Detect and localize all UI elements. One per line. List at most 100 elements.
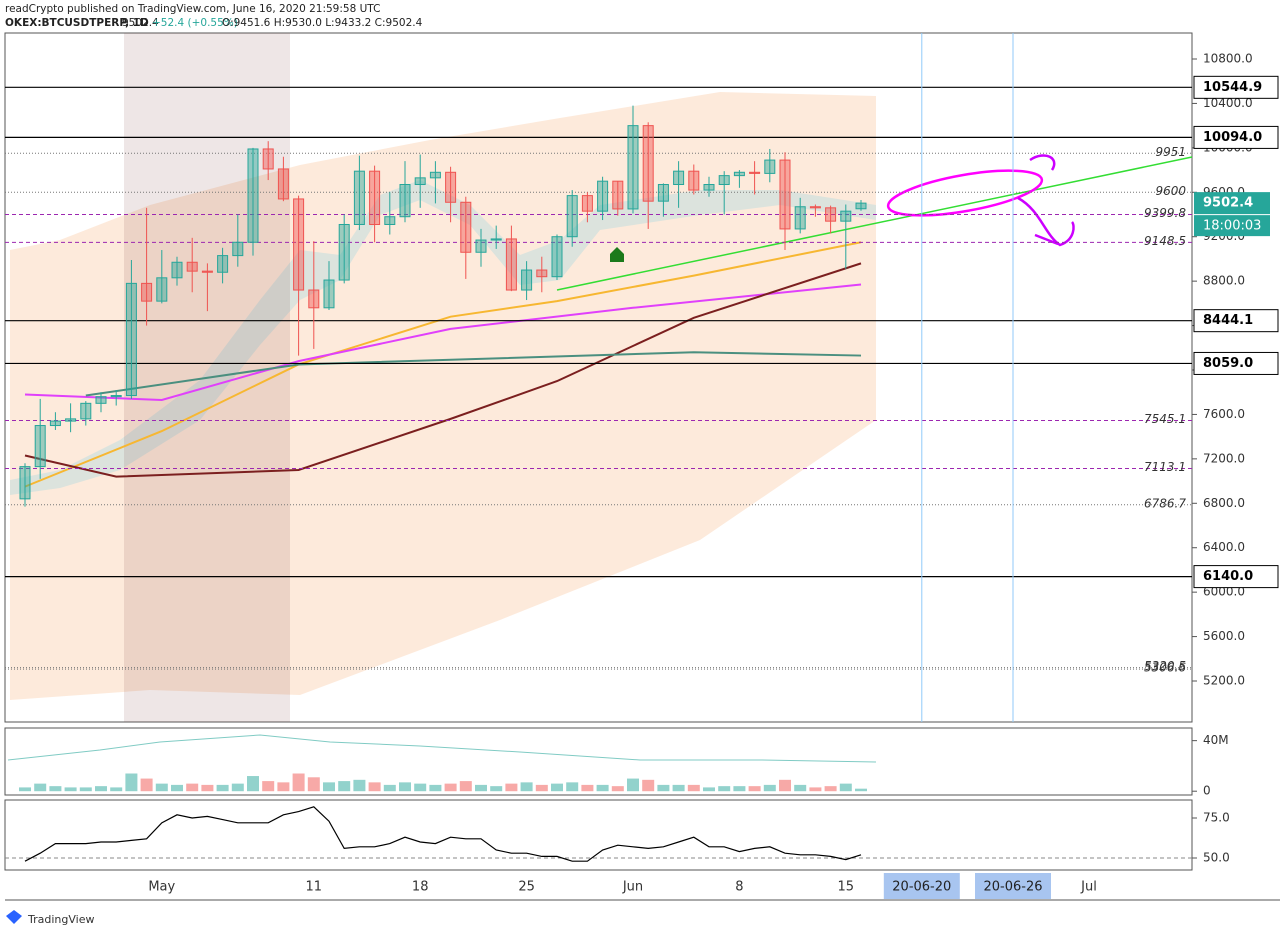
volume-bar [490, 786, 503, 792]
level-label: 9399.8 [1144, 206, 1186, 220]
candle-body [369, 170, 381, 225]
candle-body [460, 201, 472, 253]
candle-body [779, 159, 791, 230]
volume-bar [34, 783, 47, 792]
y-tick-label: 7600.0 [1203, 407, 1245, 421]
candle-body [34, 425, 46, 468]
moving-average [24, 262, 862, 478]
level-label: 6140.0 [1203, 569, 1253, 584]
volume-bar [216, 784, 229, 792]
y-tick-label: 6000.0 [1203, 585, 1245, 599]
oscillator-line [24, 806, 862, 862]
volume-bar [307, 777, 320, 792]
candle-body [688, 170, 700, 191]
envelope-band [10, 92, 876, 700]
level-box [1193, 565, 1279, 589]
candle-body [80, 402, 92, 420]
candle-body [642, 125, 654, 202]
candle-body [718, 175, 730, 186]
volume-bar [627, 778, 639, 792]
level-label: 9148.5 [1144, 234, 1186, 248]
volume-bar [399, 782, 411, 792]
candle-body [19, 466, 31, 500]
candle-body [262, 148, 274, 170]
volume-bar [581, 784, 594, 792]
volume-bar [125, 773, 138, 792]
volume-bar [383, 784, 396, 792]
level-label: 8444.1 [1203, 313, 1253, 328]
marker-box [883, 873, 960, 899]
candle-body [141, 282, 153, 302]
volume-bar [262, 781, 275, 792]
volume-bar [140, 778, 153, 792]
candle-body [536, 269, 548, 278]
countdown: 18:00:03 [1203, 219, 1261, 234]
volume-bar [292, 773, 305, 792]
volume-bar [718, 786, 731, 792]
candle-body [186, 261, 198, 272]
x-tick-label: May [148, 880, 175, 895]
candle-body [49, 420, 61, 427]
volume-bar [444, 783, 457, 792]
trendline [556, 156, 1193, 291]
candle-body [521, 269, 533, 291]
candle-body [171, 261, 183, 279]
candle-body [156, 277, 168, 302]
y-tick-label: 6800.0 [1203, 496, 1245, 510]
x-tick-label: 18 [412, 880, 429, 895]
y-tick-label: 7200.0 [1203, 451, 1245, 465]
candle-body [825, 207, 837, 222]
candle-body [855, 202, 867, 210]
candle-body [384, 216, 396, 225]
candle-body [627, 125, 639, 210]
publish-info: readCrypto published on TradingView.com,… [5, 3, 380, 15]
volume-bar [19, 787, 31, 792]
candle-body [110, 395, 122, 398]
candle-body [445, 171, 457, 203]
level-label: 6786.7 [1144, 496, 1186, 510]
marker-label: 20-06-26 [983, 880, 1042, 895]
candle-body [414, 177, 426, 186]
y-tick-label: 50.0 [1203, 851, 1230, 865]
volume-bar [79, 787, 92, 792]
level-box [1193, 309, 1279, 333]
volume-bar [672, 784, 685, 792]
candle-body [505, 238, 517, 291]
header-ohlc: O:9451.6 H:9530.0 L:9433.2 C:9502.4 [222, 17, 423, 29]
volume-bar [338, 781, 351, 792]
volume-bar [353, 779, 366, 792]
candle-body [277, 168, 289, 200]
candle-body [490, 238, 502, 241]
volume-bar [703, 787, 715, 792]
moving-average [24, 241, 862, 488]
candle-body [733, 171, 745, 177]
y-tick-label: 10400.0 [1203, 96, 1253, 110]
volume-bar [323, 782, 335, 792]
level-label: 9951 [1155, 145, 1186, 159]
volume-bar [110, 787, 123, 792]
volume-bar [855, 788, 867, 792]
main-pane [4, 32, 1193, 723]
volume-bar [733, 786, 746, 792]
candle-body [794, 206, 806, 230]
candle-body [597, 180, 609, 212]
volume-bar [171, 784, 183, 792]
volume-pane [4, 727, 1193, 796]
drawing-ellipse [886, 169, 1044, 217]
volume-bar [186, 783, 199, 792]
header-change: +52.4 (+0.55%) [152, 17, 238, 29]
y-tick-label: 75.0 [1203, 811, 1230, 825]
candle-body [353, 170, 365, 225]
y-tick-label: 6400.0 [1203, 540, 1245, 554]
volume-bar [49, 786, 62, 792]
volume-bar [520, 782, 533, 792]
level-label: 8059.0 [1203, 356, 1253, 371]
volume-bar [201, 784, 214, 792]
volume-ma [7, 734, 877, 763]
x-tick-label: Jun [622, 880, 643, 895]
candle-body [95, 396, 107, 404]
symbol: OKEX:BTCUSDTPERP, 1D [5, 17, 149, 29]
volume-bar [687, 784, 700, 792]
candle-body [308, 289, 320, 309]
